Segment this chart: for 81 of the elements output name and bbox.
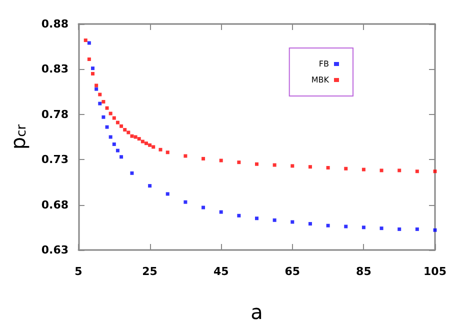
point	[272, 218, 276, 222]
point	[255, 162, 258, 166]
point	[98, 102, 102, 106]
point	[152, 145, 156, 149]
point	[158, 148, 162, 152]
point	[344, 166, 348, 170]
point	[219, 158, 223, 162]
point	[202, 156, 206, 160]
point	[380, 226, 384, 230]
x-tick-label: 65	[284, 265, 300, 278]
point	[272, 163, 276, 167]
point	[112, 142, 116, 146]
x-tick-label: 105	[424, 265, 446, 278]
point	[134, 135, 138, 139]
y-tick-label: 0.88	[41, 18, 68, 30]
point	[94, 84, 98, 88]
point	[140, 140, 144, 144]
point	[98, 92, 102, 96]
point	[362, 168, 366, 172]
x-tick-label: 25	[142, 265, 158, 278]
point	[116, 120, 120, 124]
point	[108, 112, 112, 116]
y-tick-label: 0.78	[41, 108, 68, 121]
point	[91, 72, 95, 76]
point	[433, 170, 437, 174]
point	[105, 106, 109, 110]
point	[184, 154, 188, 158]
point	[255, 216, 258, 220]
y-tick-label: 0.68	[41, 198, 68, 212]
point	[237, 160, 241, 164]
point	[112, 116, 116, 120]
point	[326, 166, 330, 170]
point	[108, 135, 112, 139]
point	[94, 87, 98, 91]
point	[219, 210, 223, 214]
point	[344, 224, 348, 228]
point	[137, 137, 141, 141]
legend-label: FB	[318, 60, 329, 68]
point	[380, 168, 384, 172]
point	[87, 41, 91, 45]
point	[120, 155, 124, 159]
point	[84, 38, 88, 42]
point	[144, 142, 148, 146]
y-axis-title: pcr	[6, 124, 30, 150]
x-axis-title: a	[250, 300, 263, 324]
point	[433, 228, 437, 232]
point	[148, 143, 152, 147]
y-tick-label: 0.73	[41, 153, 68, 166]
point	[184, 200, 188, 204]
x-tick-label: 5	[74, 265, 82, 278]
point	[130, 171, 134, 175]
point	[120, 124, 124, 128]
point	[326, 224, 330, 228]
point	[123, 128, 127, 132]
point	[130, 134, 134, 138]
point	[398, 227, 402, 231]
point	[116, 148, 120, 152]
y-tick-label: 0.63	[41, 244, 68, 256]
point	[415, 227, 419, 231]
point	[148, 184, 152, 188]
point	[105, 125, 109, 129]
point	[87, 58, 91, 62]
point	[166, 192, 170, 196]
point	[362, 226, 366, 230]
x-tick-label: 45	[213, 265, 229, 278]
point	[290, 164, 294, 168]
y-tick-label: 0.83	[41, 62, 68, 76]
point	[290, 220, 294, 224]
point	[202, 206, 206, 210]
point	[126, 130, 130, 134]
point	[398, 168, 402, 172]
point	[308, 222, 312, 226]
point	[91, 66, 95, 70]
point	[415, 170, 419, 174]
legend-label: MBK	[311, 76, 330, 84]
point	[308, 165, 312, 169]
point	[166, 150, 170, 154]
x-tick-label: 85	[356, 265, 372, 278]
point	[102, 115, 106, 119]
point	[237, 214, 241, 218]
point	[102, 100, 106, 104]
